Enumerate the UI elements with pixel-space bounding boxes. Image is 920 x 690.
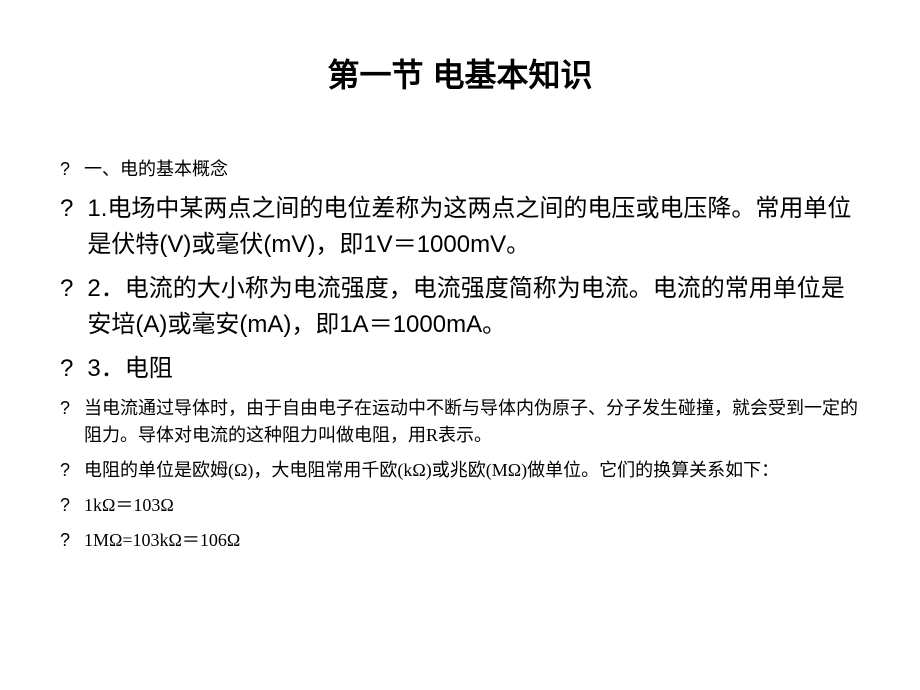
line-text-wrapper: 当电流通过导体时，由于自由电子在运动中不断与导体内伪原子、分子发生碰撞，就会受到… (84, 395, 860, 449)
line-text: 1MΩ=103kΩ＝106Ω (84, 527, 240, 554)
line-text-wrapper: 1.电场中某两点之间的电位差称为这两点之间的电压或电压降。常用单位是伏特(V)或… (87, 191, 860, 263)
bullet-icon: ? (60, 351, 73, 387)
slide-title: 第一节 电基本知识 (60, 50, 860, 96)
bullet-icon: ? (60, 457, 70, 484)
list-item: ? 1kΩ＝103Ω (60, 492, 860, 519)
content-area: ? 一、电的基本概念 ? 1.电场中某两点之间的电位差称为这两点之间的电压或电压… (60, 156, 860, 554)
bullet-icon: ? (60, 527, 70, 554)
line-text: 3．电阻 (87, 351, 172, 387)
bullet-icon: ? (60, 492, 70, 519)
list-item: ? 电阻的单位是欧姆(Ω)，大电阻常用千欧(kΩ)或兆欧(MΩ)做单位。它们的换… (60, 457, 860, 484)
list-item: ? 当电流通过导体时，由于自由电子在运动中不断与导体内伪原子、分子发生碰撞，就会… (60, 395, 860, 449)
line-text: 1kΩ＝103Ω (84, 492, 174, 519)
line-text: 电阻的单位是欧姆(Ω)，大电阻常用千欧(kΩ)或兆欧(MΩ)做单位。它们的换算关… (84, 460, 779, 480)
line-text-wrapper: 2．电流的大小称为电流强度，电流强度简称为电流。电流的常用单位是安培(A)或毫安… (87, 271, 860, 343)
bullet-icon: ? (60, 191, 73, 227)
line-text: 1.电场中某两点之间的电位差称为这两点之间的电压或电压降。常用单位是伏特(V)或… (87, 195, 851, 258)
list-item: ? 2．电流的大小称为电流强度，电流强度简称为电流。电流的常用单位是安培(A)或… (60, 271, 860, 343)
list-item: ? 3．电阻 (60, 351, 860, 387)
list-item: ? 1MΩ=103kΩ＝106Ω (60, 527, 860, 554)
line-text: 一、电的基本概念 (84, 156, 228, 183)
line-text: 当电流通过导体时，由于自由电子在运动中不断与导体内伪原子、分子发生碰撞，就会受到… (84, 398, 858, 445)
list-item: ? 1.电场中某两点之间的电位差称为这两点之间的电压或电压降。常用单位是伏特(V… (60, 191, 860, 263)
bullet-icon: ? (60, 271, 73, 307)
bullet-icon: ? (60, 156, 70, 183)
bullet-icon: ? (60, 395, 70, 422)
line-text-wrapper: 电阻的单位是欧姆(Ω)，大电阻常用千欧(kΩ)或兆欧(MΩ)做单位。它们的换算关… (84, 457, 779, 484)
list-item: ? 一、电的基本概念 (60, 156, 860, 183)
line-text: 2．电流的大小称为电流强度，电流强度简称为电流。电流的常用单位是安培(A)或毫安… (87, 275, 844, 338)
